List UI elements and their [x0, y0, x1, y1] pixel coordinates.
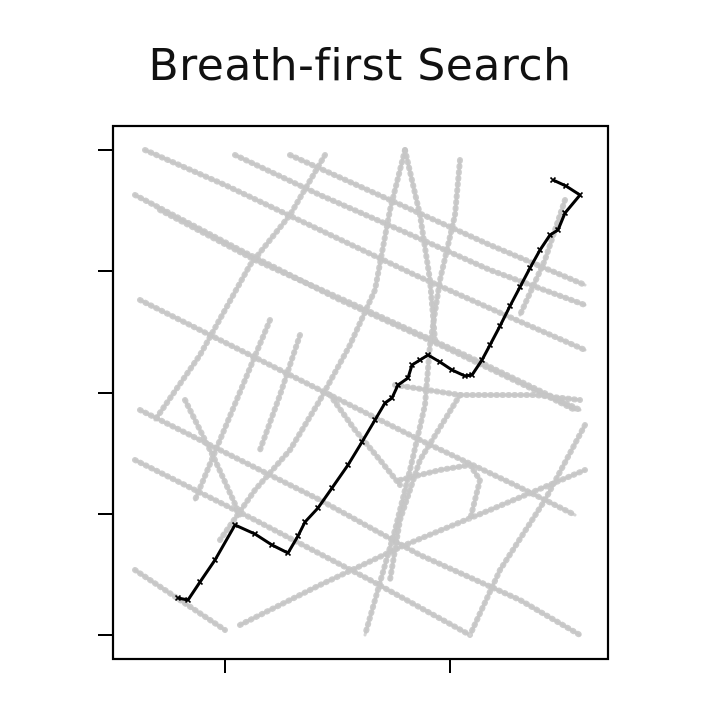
search-path-point	[549, 176, 557, 184]
search-path-point	[496, 322, 504, 330]
search-path-point	[416, 356, 424, 364]
chart-title: Breath-first Search	[148, 40, 572, 91]
street-edge-dots	[397, 462, 483, 523]
search-path-point	[461, 372, 469, 380]
street-edge-dots	[387, 392, 463, 583]
street-network	[132, 147, 588, 638]
search-path-point	[562, 182, 570, 190]
search-path-point	[516, 283, 524, 291]
street-edge-dots	[327, 392, 403, 488]
search-path-point	[381, 399, 389, 407]
search-path-point	[294, 532, 302, 540]
search-path-point	[561, 209, 569, 217]
search-path-point	[301, 518, 309, 526]
search-path-point	[506, 302, 514, 310]
search-path-point	[468, 371, 476, 379]
search-path-point	[344, 461, 352, 469]
search-path-point	[526, 264, 534, 272]
search-path-point	[448, 366, 456, 374]
search-path-point	[576, 191, 584, 199]
search-path-point	[436, 358, 444, 366]
search-path-point	[546, 231, 554, 239]
search-path-point	[536, 246, 544, 254]
search-path-point	[211, 556, 219, 564]
search-path-point	[196, 578, 204, 586]
search-path-point	[408, 361, 416, 369]
street-edge-dots	[287, 152, 588, 288]
street-edge-dots	[157, 207, 583, 413]
street-edge-dots	[517, 197, 568, 318]
search-path-point	[486, 341, 494, 349]
search-path-point	[554, 226, 562, 234]
street-edge-dots	[237, 467, 588, 628]
street-edge-dots	[182, 397, 243, 518]
search-path-point	[424, 351, 432, 359]
street-edge-dots	[467, 422, 588, 638]
search-path-point	[371, 416, 379, 424]
street-edge-dots	[402, 147, 438, 343]
search-path-point	[314, 504, 322, 512]
search-path-point	[174, 594, 182, 602]
street-edge-dots	[362, 157, 463, 638]
search-path-point	[358, 438, 366, 446]
search-path-point	[394, 381, 402, 389]
street-edge-dots	[392, 382, 583, 403]
street-edge-dots	[132, 457, 473, 638]
search-path-point	[388, 394, 396, 402]
search-path-point	[184, 596, 192, 604]
search-path-point	[284, 549, 292, 557]
street-edge-dots	[257, 332, 303, 453]
street-edge-dots	[217, 147, 408, 543]
street-edge	[218, 148, 407, 542]
street-edge-dots	[142, 147, 588, 353]
search-path-point	[328, 484, 336, 492]
search-path-point	[404, 374, 412, 382]
street-edge-dots	[192, 317, 273, 503]
search-path-point	[478, 356, 486, 364]
search-path-series	[174, 176, 584, 604]
search-path-point	[251, 530, 259, 538]
street-edge-dots	[152, 152, 328, 423]
search-path-point	[268, 541, 276, 549]
search-path-point	[231, 521, 239, 529]
axis-ticks	[98, 149, 451, 673]
